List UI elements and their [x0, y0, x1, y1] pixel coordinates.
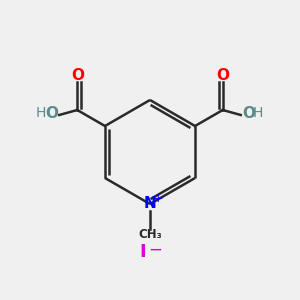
Text: H: H: [253, 106, 263, 120]
Text: O: O: [45, 106, 58, 121]
Text: N: N: [144, 196, 156, 211]
Text: +: +: [153, 191, 163, 205]
Text: O: O: [242, 106, 255, 121]
Text: H: H: [36, 106, 46, 120]
Text: CH₃: CH₃: [138, 229, 162, 242]
Text: −: −: [148, 241, 162, 259]
Text: O: O: [71, 68, 84, 82]
Text: I: I: [140, 243, 146, 261]
Text: O: O: [216, 68, 229, 82]
